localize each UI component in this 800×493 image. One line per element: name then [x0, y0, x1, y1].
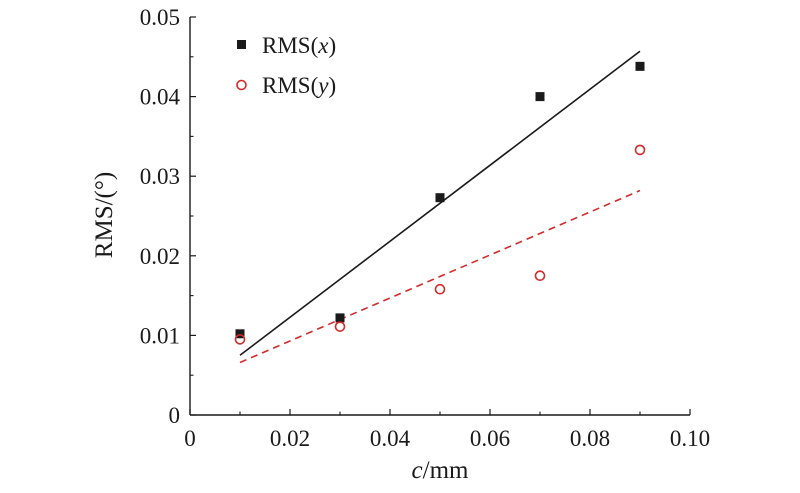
fit-line-series-1	[239, 189, 641, 364]
y-tick-label: 0.04	[140, 85, 181, 110]
point-rms-y	[634, 144, 646, 156]
point-rms-x	[235, 329, 245, 339]
x-axis-title: c/mm	[412, 457, 470, 484]
y-axis-title: RMS/(°)	[91, 172, 118, 258]
legend-label-rms-x: RMS(x)	[262, 33, 336, 58]
point-rms-x	[635, 61, 645, 71]
y-tick-label: 0.05	[140, 5, 180, 30]
x-tick-label: 0	[184, 426, 196, 451]
x-tick-label: 0.06	[470, 426, 510, 451]
axis-ticks	[189, 16, 691, 416]
x-tick-label: 0.04	[370, 426, 411, 451]
data-points	[234, 61, 646, 345]
x-tick-label: 0.02	[270, 426, 310, 451]
y-tick-label: 0.02	[140, 244, 180, 269]
legend-label-rms-y: RMS(y)	[262, 73, 336, 98]
legend-marker-rms-x	[237, 40, 246, 49]
x-tick-label: 0.10	[670, 426, 710, 451]
point-rms-x	[335, 313, 345, 323]
point-rms-y	[534, 270, 546, 282]
legend-marker-rms-y	[236, 79, 247, 91]
fit-line-series-0	[239, 50, 641, 356]
y-tick-label: 0	[169, 403, 181, 428]
tick-labels: 0 0.02 0.04 0.06 0.08 0.10 0 0.01 0.02 0.03 0.04 0.…	[140, 5, 710, 451]
fit-lines	[239, 50, 641, 364]
point-rms-y	[334, 321, 346, 332]
legend: RMS(x) RMS(y)	[236, 33, 336, 98]
point-rms-x	[535, 92, 545, 102]
y-tick-label: 0.03	[140, 164, 180, 189]
x-tick-label: 0.08	[570, 426, 610, 451]
point-rms-y	[234, 334, 246, 345]
y-tick-label: 0.01	[140, 323, 180, 348]
point-rms-x	[435, 193, 445, 203]
point-rms-y	[434, 283, 446, 295]
